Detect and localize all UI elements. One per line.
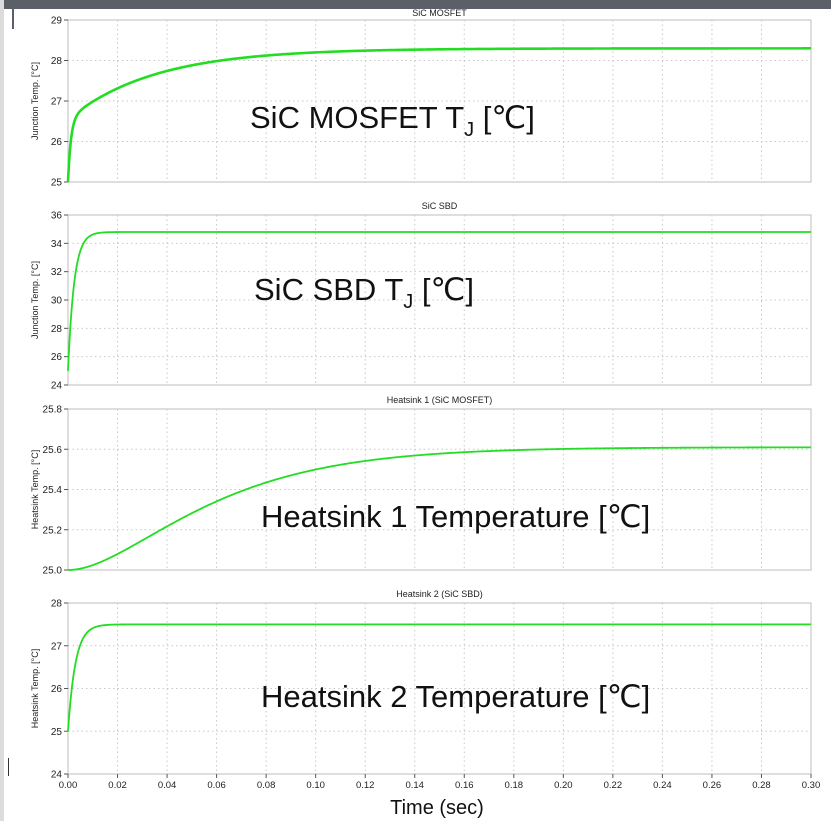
x-tick-label: 0.24 — [653, 780, 672, 791]
x-tick-label: 0.12 — [356, 780, 375, 791]
plot-frame — [67, 19, 812, 183]
series-line — [67, 231, 811, 372]
plot-frame — [67, 408, 812, 571]
window-left-marker — [12, 9, 14, 29]
panel-title: Heatsink 2 (SiC SBD) — [396, 589, 483, 599]
x-tick-label: 0.30 — [802, 780, 821, 791]
x-tick-label: 0.08 — [257, 780, 276, 791]
x-tick-label: 0.16 — [455, 780, 474, 791]
y-tick-label: 27 — [51, 641, 63, 652]
plot-frame — [67, 602, 812, 775]
y-tick-label: 30 — [51, 296, 63, 307]
y-tick-label: 28 — [51, 324, 63, 335]
overlay-label: Heatsink 2 Temperature [℃] — [261, 679, 650, 714]
series-line — [67, 623, 811, 732]
y-tick-label: 26 — [51, 137, 63, 148]
window-left-edge — [0, 0, 4, 821]
x-tick-label: 0.22 — [604, 780, 623, 791]
x-tick-label: 0.06 — [207, 780, 226, 791]
y-axis-label: Junction Temp. [°C] — [30, 62, 40, 140]
y-tick-label: 34 — [51, 239, 63, 250]
x-tick-label: 0.00 — [59, 780, 78, 791]
y-tick-label: 26 — [51, 352, 63, 363]
x-axis-label: Time (sec) — [390, 797, 484, 819]
overlay-label: SiC MOSFET TJ [℃] — [250, 100, 535, 141]
overlay-label: Heatsink 1 Temperature [℃] — [261, 499, 650, 534]
y-axis-label: Junction Temp. [°C] — [30, 261, 40, 339]
y-tick-label: 28 — [51, 599, 63, 610]
y-tick-label: 25.4 — [43, 485, 63, 496]
plot-frame — [67, 214, 812, 386]
chart-panel-3: 25.0 25.2 25.4 25.6 25.8 Heatsink 1 (SiC MOSF… — [30, 395, 812, 577]
x-tick-label: 0.28 — [752, 780, 771, 791]
y-tick-label: 25 — [51, 727, 63, 738]
series-line — [66, 47, 811, 183]
x-tick-label: 0.10 — [306, 780, 325, 791]
overlay-label: SiC SBD TJ [℃] — [254, 272, 474, 313]
chart-panel-4: 24 25 26 27 28 Heatsink 2 (SiC SBD) Heatsink T… — [30, 589, 820, 791]
x-tick-label: 0.04 — [158, 780, 177, 791]
y-tick-label: 29 — [51, 16, 63, 27]
chart-panel-2: 24 26 28 30 32 34 36 SiC SBD Junction Temp. [°C]… — [30, 201, 812, 392]
y-tick-label: 25.6 — [43, 445, 63, 456]
x-tick-label: 0.14 — [405, 780, 424, 791]
y-tick-label: 36 — [51, 211, 63, 222]
y-tick-label: 25.0 — [43, 566, 63, 577]
panel-title: Heatsink 1 (SiC MOSFET) — [387, 395, 493, 405]
y-tick-label: 25 — [51, 178, 63, 189]
panel-title: SiC MOSFET — [412, 8, 467, 18]
y-tick-label: 25.8 — [43, 405, 63, 416]
chart-panel-1: 25 26 27 28 29 SiC MOSFET Junction Temp. [°C] S… — [30, 8, 812, 189]
y-axis-label: Heatsink Temp. [°C] — [30, 649, 40, 728]
x-tick-label: 0.02 — [108, 780, 127, 791]
y-axis-label: Heatsink Temp. [°C] — [30, 450, 40, 529]
window-corner-mark — [4, 758, 9, 776]
series-line — [67, 446, 811, 571]
x-tick-label: 0.26 — [703, 780, 722, 791]
y-tick-label: 24 — [51, 770, 63, 781]
y-tick-label: 32 — [51, 267, 63, 278]
y-tick-label: 25.2 — [43, 525, 63, 536]
window-top-bar — [0, 0, 831, 9]
panel-title: SiC SBD — [422, 201, 458, 211]
y-tick-label: 27 — [51, 97, 63, 108]
y-tick-label: 28 — [51, 56, 63, 67]
x-tick-label: 0.20 — [554, 780, 573, 791]
y-tick-label: 26 — [51, 684, 63, 695]
x-tick-label: 0.18 — [505, 780, 524, 791]
y-tick-label: 24 — [51, 381, 63, 392]
